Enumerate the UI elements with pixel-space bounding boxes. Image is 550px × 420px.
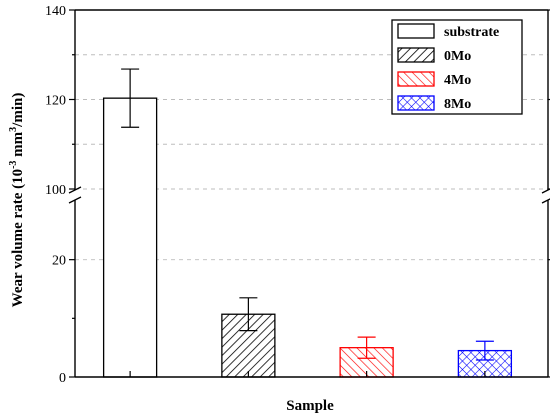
error-bar-4Mo <box>357 336 376 359</box>
legend: substrate 0Mo 4Mo 8Mo <box>391 19 523 115</box>
bars <box>102 68 513 378</box>
legend-label-substrate: substrate <box>444 25 499 40</box>
y-tick-label: 20 <box>52 254 66 269</box>
y-tick-label: 0 <box>59 371 66 386</box>
error-bar-substrate <box>121 68 140 128</box>
axis-break-gap-left <box>69 190 81 200</box>
legend-label-8Mo: 8Mo <box>444 97 471 112</box>
axis-break-mark-left <box>68 186 82 194</box>
y-axis-title-main: Wear volume rate (10 <box>10 169 26 307</box>
legend-swatch-8Mo <box>397 95 435 111</box>
y-ticks: 0 20 100 120 140 <box>45 4 550 386</box>
legend-swatch-4Mo <box>397 71 435 87</box>
y-tick-label: 140 <box>45 4 66 19</box>
y-axis-title: Wear volume rate (10-3 mm3/min) <box>8 93 26 308</box>
legend-label-0Mo: 0Mo <box>444 49 471 64</box>
axis-break-gap-right <box>542 190 550 200</box>
legend-swatch-0Mo <box>397 47 435 63</box>
y-axis-title-tail: /min) <box>10 93 26 128</box>
y-axis-title-exp2: 3 <box>8 127 19 132</box>
bar-substrate <box>102 97 158 378</box>
y-axis-title-exp1: -3 <box>8 161 19 169</box>
axis-break-mark-right <box>541 198 550 204</box>
error-bar-0Mo <box>239 297 258 332</box>
axes <box>68 9 550 378</box>
y-tick-label: 100 <box>45 183 66 198</box>
legend-swatch-substrate <box>397 23 435 39</box>
x-axis-title: Sample <box>286 398 334 414</box>
axis-break-mark-right <box>541 188 550 194</box>
error-bar-8Mo <box>475 340 494 361</box>
y-axis-title-mid: mm <box>10 131 26 160</box>
axis-break-mark-left <box>68 196 82 204</box>
legend-label-4Mo: 4Mo <box>444 73 471 88</box>
y-tick-label: 120 <box>45 94 66 109</box>
